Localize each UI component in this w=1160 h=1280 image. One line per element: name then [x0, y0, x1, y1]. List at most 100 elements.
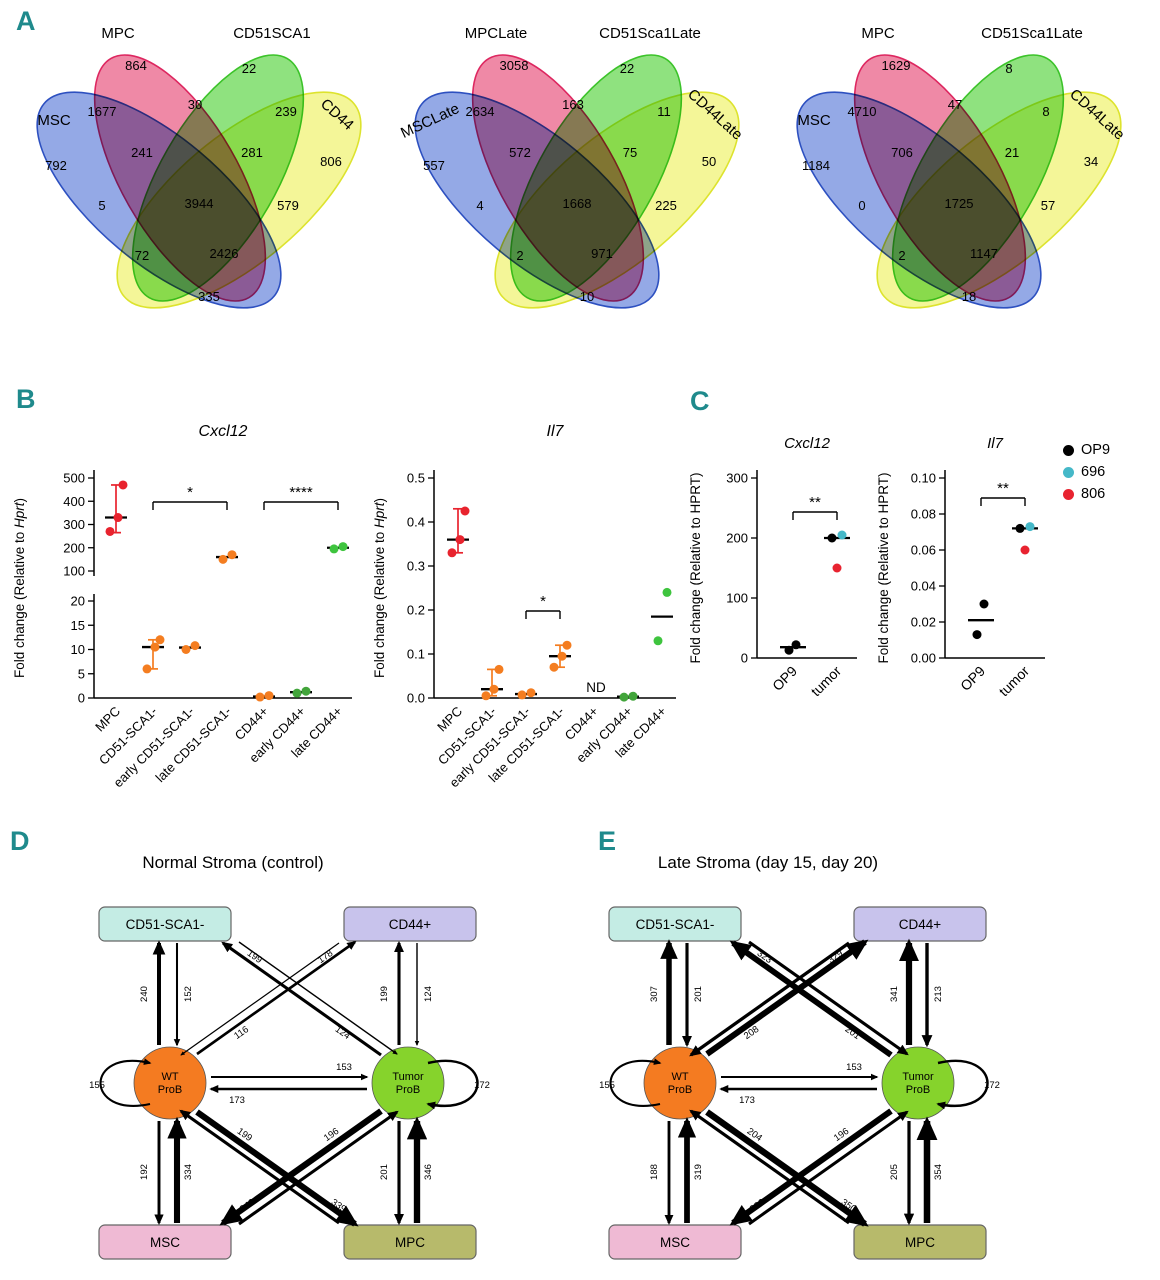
node-label-mpc: MPC [395, 1235, 425, 1250]
venn-count-b: 1629 [882, 58, 911, 73]
panel-c-op9-tumor-plots: 0 100 200 300 OP9 tumor ** Cxcl12 Fold change (R… [685, 380, 1160, 820]
y-tick-label: 0.10 [911, 471, 936, 486]
plot-title: Cxcl12 [784, 435, 831, 452]
data-point [662, 587, 672, 597]
data-point [338, 542, 348, 552]
data-point [329, 544, 339, 554]
venn-count-a: 792 [45, 158, 67, 173]
venn-set-label-CD51Sca1Late: CD51Sca1Late [981, 25, 1083, 42]
edge-value-bl_up: 334 [183, 1164, 194, 1180]
edge-value-bl_up: 319 [693, 1164, 704, 1180]
edge-value-tr_down: 124 [423, 986, 434, 1002]
y-tick-label: 0.2 [407, 603, 425, 618]
node-tumor [371, 1046, 445, 1120]
y-tick-label: 500 [63, 471, 85, 486]
edge-ct_wt_cd44 [196, 940, 357, 1056]
venn-count-ab: 4710 [848, 104, 877, 119]
edge-value-wt_tumor: 153 [846, 1062, 862, 1073]
data-point [1025, 522, 1035, 532]
venn-count-ab: 1677 [88, 104, 117, 119]
venn-count-ad: 10 [580, 289, 594, 304]
legend-dot-icon [1063, 488, 1074, 500]
data-point [837, 530, 847, 540]
edge-value-loop_tumor: 172 [474, 1080, 490, 1091]
sig-label: ** [997, 480, 1009, 497]
edge-value-tumor_wt: 173 [739, 1095, 755, 1106]
edge-value-loop_wt: 155 [89, 1080, 105, 1091]
panel-a-venn-diagrams: MSC MPC CD51SCA1 CD44 792 864 22 806 1677 30 239 24… [12, 18, 1160, 374]
y-tick-label: 20 [71, 594, 85, 609]
venn-count-ac: 4 [476, 198, 483, 213]
y-tick-label: 0.08 [911, 507, 936, 522]
y-axis-label: Fold change (Relative to HPRT) [688, 472, 703, 663]
edge-ct_cd51_tumor [748, 940, 909, 1056]
edge-value-tr_up: 341 [889, 986, 900, 1002]
edge-value-ct_cd51_tumor: 124 [333, 1024, 352, 1042]
edge-value-tl_down: 201 [693, 986, 704, 1002]
plot-title: Cxcl12 [199, 423, 248, 440]
node-label-msc: MSC [660, 1235, 690, 1250]
venn-count-abcd: 1668 [563, 196, 592, 211]
x-category-label: OP9 [957, 663, 988, 694]
node-wt [643, 1046, 717, 1120]
data-point [481, 691, 491, 701]
data-point [227, 550, 237, 560]
edge-cb_mpc_wt [179, 1109, 340, 1225]
legend-label: 806 [1081, 486, 1106, 502]
edge-ct_cd44_wt [180, 942, 340, 1056]
data-point [791, 640, 801, 650]
venn-count-cd: 239 [275, 104, 297, 119]
data-point [105, 526, 115, 536]
venn-set-label-MSC: MSC [797, 112, 831, 129]
venn-count-c: 22 [620, 61, 634, 76]
legend-label: OP9 [1081, 442, 1111, 458]
x-category-label: MPC [92, 704, 123, 735]
x-category-label: OP9 [769, 663, 800, 694]
venn-count-a: 557 [423, 158, 445, 173]
edge-loop_tumor [426, 1059, 479, 1110]
network-title: Late Stroma (day 15, day 20) [658, 853, 878, 872]
edge-cb_wt_mpc [705, 1109, 869, 1227]
panel-b-qpcr-plots: 0 5 10 15 20 100 200 300 400 500 MPC CD51-SCA1- earl… [0, 380, 685, 820]
venn-set-label-MPC: MPC [101, 25, 135, 42]
panel-e-letter: E [598, 826, 617, 856]
data-point [255, 692, 265, 702]
node-label-wt: WT [161, 1071, 178, 1083]
edge-cb_msc_tumor [748, 1110, 909, 1226]
data-point [292, 688, 302, 698]
edge-value-ct_cd51_tumor: 201 [843, 1024, 862, 1042]
y-tick-label: 10 [71, 642, 85, 657]
data-point [832, 563, 842, 573]
data-point [628, 691, 638, 701]
y-tick-label: 5 [78, 666, 85, 681]
node-label-mpc: MPC [905, 1235, 935, 1250]
edge-value-loop_tumor: 172 [984, 1080, 1000, 1091]
edge-ct_tumor_cd51 [221, 941, 382, 1057]
y-axis-label: Fold change (Relative to HPRT) [876, 472, 891, 663]
sig-label: **** [289, 484, 313, 501]
edge-value-bl_down: 188 [649, 1164, 660, 1180]
node-msc [608, 1224, 742, 1260]
network-title: Normal Stroma (control) [142, 853, 323, 872]
venn-set-label-CD51Sca1Late: CD51Sca1Late [599, 25, 701, 42]
y-tick-label: 0.04 [911, 579, 936, 594]
panel-d-letter: D [10, 826, 30, 856]
cxcl12-op9-tumor-plot: 0 100 200 300 OP9 tumor ** Cxcl12 Fold change (R… [688, 435, 857, 699]
legend-dot-icon [1063, 444, 1074, 456]
y-tick-label: 0.3 [407, 559, 425, 574]
panel-a-letter: A [16, 6, 36, 36]
node-cd44 [853, 906, 987, 942]
venn-count-b: 3058 [500, 58, 529, 73]
y-tick-label: 0.5 [407, 471, 425, 486]
edge-value-br_up: 354 [933, 1164, 944, 1180]
y-tick-label: 100 [726, 591, 748, 606]
data-point [142, 664, 152, 674]
data-point [447, 548, 457, 558]
node-label-tumor: Tumor [902, 1071, 934, 1083]
sig-label: * [540, 593, 546, 610]
data-point [1020, 545, 1030, 555]
data-point [460, 506, 470, 516]
venn-count-b: 864 [125, 58, 147, 73]
venn-count-bcd: 75 [623, 145, 637, 160]
data-point [218, 554, 228, 564]
